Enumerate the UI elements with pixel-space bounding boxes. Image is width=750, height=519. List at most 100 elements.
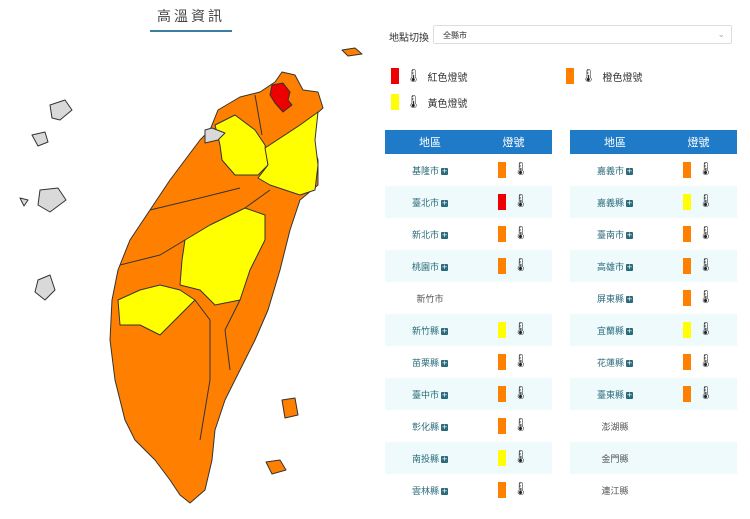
region-name[interactable]: 新竹縣 (411, 326, 439, 337)
signal-cell: 🌡 (660, 250, 737, 282)
signal-yellow (498, 322, 507, 339)
region-name[interactable]: 臺北市 (411, 198, 439, 209)
region-name[interactable]: 臺中市 (411, 390, 439, 401)
table-row: 臺南市 + 🌡 (570, 218, 737, 250)
expand-plus-icon[interactable]: + (441, 326, 448, 335)
legend-yellow-label: 黃色燈號 (427, 98, 468, 110)
table-row: 屏東縣 + 🌡 (570, 282, 737, 314)
region-cell[interactable]: 臺中市 + (385, 378, 475, 410)
region-name[interactable]: 新北市 (411, 230, 439, 241)
region-cell[interactable]: 嘉義縣 + (570, 186, 660, 218)
signal-cell: 🌡 (475, 250, 552, 282)
region-name[interactable]: 苗栗縣 (411, 358, 439, 369)
signal-cell: 🌡 (475, 186, 552, 218)
expand-plus-icon[interactable]: + (441, 358, 448, 367)
signal-cell: 🌡 (475, 378, 552, 410)
region-name: 澎湖縣 (601, 422, 629, 433)
region-table-right: 地區 燈號 嘉義市 + 🌡 嘉義縣 + 🌡 臺南市 + 🌡 高雄市 + 🌡 屏東縣 + 🌡 宜蘭縣 + 🌡… (570, 130, 737, 506)
region-cell[interactable]: 高雄市 + (570, 250, 660, 282)
thermometer-icon: 🌡 (697, 193, 714, 209)
thermometer-icon: 🌡 (512, 353, 529, 369)
region-name[interactable]: 雲林縣 (411, 486, 439, 497)
signal-cell: 🌡 (475, 410, 552, 442)
region-name[interactable]: 屏東縣 (596, 294, 624, 305)
table-row: 花蓮縣 + 🌡 (570, 346, 737, 378)
region-cell[interactable]: 屏東縣 + (570, 282, 660, 314)
region-name[interactable]: 桃園市 (411, 262, 439, 273)
map-island-penghu (19, 99, 73, 301)
region-name[interactable]: 嘉義縣 (596, 198, 624, 209)
expand-plus-icon[interactable]: + (441, 262, 448, 271)
map-island-green (281, 397, 299, 419)
expand-plus-icon[interactable]: + (441, 198, 448, 207)
region-name[interactable]: 臺東縣 (596, 390, 624, 401)
region-cell[interactable]: 南投縣 + (385, 442, 475, 474)
signal-yellow (683, 322, 692, 339)
region-name[interactable]: 嘉義市 (596, 166, 624, 177)
expand-plus-icon[interactable]: + (441, 166, 448, 175)
signal-cell: 🌡 (660, 186, 737, 218)
thermometer-icon: 🌡 (697, 385, 714, 401)
region-cell[interactable]: 宜蘭縣 + (570, 314, 660, 346)
signal-orange (498, 162, 507, 179)
red-swatch (391, 68, 399, 84)
region-cell[interactable]: 臺北市 + (385, 186, 475, 218)
region-cell[interactable]: 新竹縣 + (385, 314, 475, 346)
region-cell[interactable]: 臺南市 + (570, 218, 660, 250)
table-row: 宜蘭縣 + 🌡 (570, 314, 737, 346)
table-row: 嘉義市 + 🌡 (570, 154, 737, 186)
thermometer-icon: 🌡 (697, 353, 714, 369)
region-cell[interactable]: 苗栗縣 + (385, 346, 475, 378)
table-row: 澎湖縣 (570, 410, 737, 442)
region-cell[interactable]: 基隆市 + (385, 154, 475, 186)
region-name[interactable]: 花蓮縣 (596, 358, 624, 369)
thermometer-icon: 🌡 (405, 94, 422, 110)
region-name[interactable]: 宜蘭縣 (596, 326, 624, 337)
region-cell[interactable]: 彰化縣 + (385, 410, 475, 442)
signal-yellow (683, 194, 692, 211)
region-name[interactable]: 高雄市 (596, 262, 624, 273)
region-name: 新竹市 (416, 294, 444, 305)
expand-plus-icon[interactable]: + (626, 198, 633, 207)
region-cell[interactable]: 花蓮縣 + (570, 346, 660, 378)
region-name[interactable]: 基隆市 (411, 166, 439, 177)
expand-plus-icon[interactable]: + (441, 486, 448, 495)
expand-plus-icon[interactable]: + (441, 422, 448, 431)
expand-plus-icon[interactable]: + (626, 390, 633, 399)
expand-plus-icon[interactable]: + (626, 294, 633, 303)
location-select-value: 全縣市 (443, 31, 467, 40)
expand-plus-icon[interactable]: + (626, 358, 633, 367)
signal-cell: 🌡 (660, 218, 737, 250)
region-cell[interactable]: 新北市 + (385, 218, 475, 250)
region-table-left: 地區 燈號 基隆市 + 🌡 臺北市 + 🌡 新北市 + 🌡 桃園市 + 🌡 新竹市 新竹縣 + 🌡 苗栗… (385, 130, 552, 506)
region-cell[interactable]: 嘉義市 + (570, 154, 660, 186)
region-cell[interactable]: 桃園市 + (385, 250, 475, 282)
region-cell[interactable]: 雲林縣 + (385, 474, 475, 506)
region-name[interactable]: 南投縣 (411, 454, 439, 465)
signal-orange (498, 418, 507, 435)
signal-orange (683, 226, 692, 243)
thermometer-icon: 🌡 (512, 449, 529, 465)
orange-swatch (566, 68, 574, 84)
expand-plus-icon[interactable]: + (626, 262, 633, 271)
signal-cell: 🌡 (475, 154, 552, 186)
thermometer-icon: 🌡 (512, 225, 529, 241)
region-name[interactable]: 臺南市 (596, 230, 624, 241)
expand-plus-icon[interactable]: + (626, 230, 633, 239)
signal-orange (683, 290, 692, 307)
location-select[interactable]: 全縣市 ⌄ (433, 25, 732, 44)
expand-plus-icon[interactable]: + (441, 230, 448, 239)
expand-plus-icon[interactable]: + (441, 454, 448, 463)
signal-cell (475, 282, 552, 314)
region-name[interactable]: 彰化縣 (411, 422, 439, 433)
signal-orange (498, 386, 507, 403)
expand-plus-icon[interactable]: + (441, 390, 448, 399)
taiwan-heat-map[interactable] (0, 30, 370, 519)
table-row: 連江縣 (570, 474, 737, 506)
legend-orange-label: 橙色燈號 (602, 72, 643, 84)
region-cell[interactable]: 臺東縣 + (570, 378, 660, 410)
expand-plus-icon[interactable]: + (626, 326, 633, 335)
map-region-chiayi-county (117, 284, 196, 336)
expand-plus-icon[interactable]: + (626, 166, 633, 175)
signal-yellow (498, 450, 507, 467)
